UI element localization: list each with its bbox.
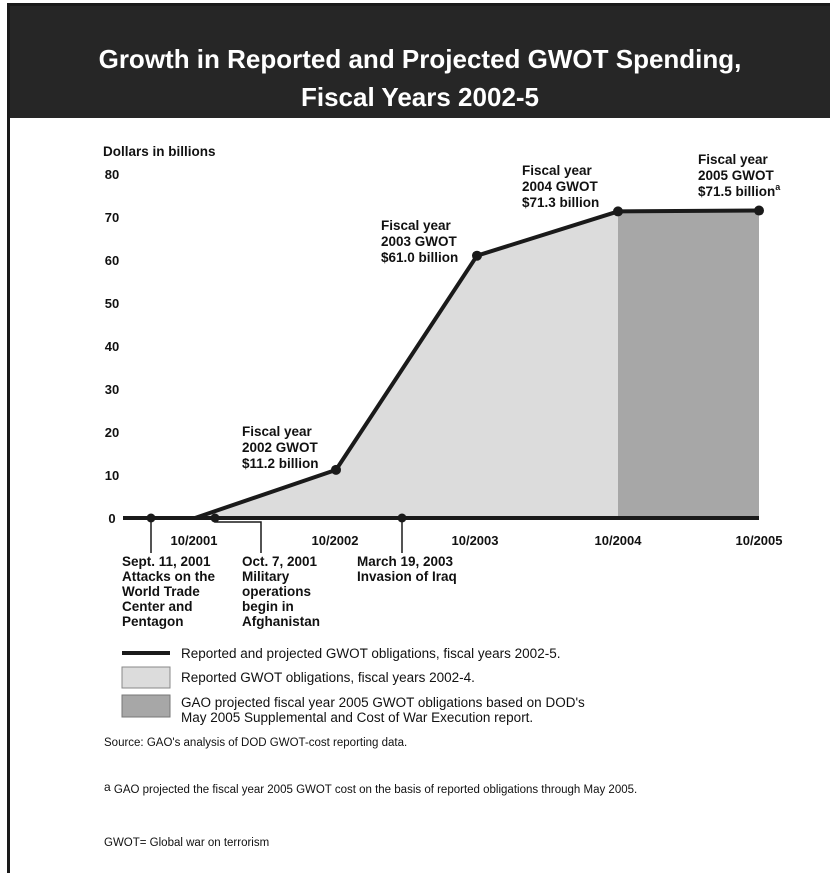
legend-dark-label-line2: May 2005 Supplemental and Cost of War Ex…: [181, 710, 533, 725]
data-label: 2002 GWOT: [242, 440, 319, 455]
data-label: Fiscal year: [381, 218, 452, 233]
y-tick-label: 40: [105, 339, 119, 354]
data-label: Fiscal year: [242, 424, 313, 439]
event-label: Pentagon: [122, 614, 184, 629]
legend-light-label: Reported GWOT obligations, fiscal years …: [181, 670, 475, 685]
footnote-marker: a: [104, 780, 111, 794]
y-axis-label: Dollars in billions: [103, 144, 216, 159]
footnote-marker: a: [775, 182, 781, 192]
data-label: 2004 GWOT: [522, 179, 599, 194]
legend-dark-label-line1: GAO projected fiscal year 2005 GWOT obli…: [181, 695, 585, 710]
y-tick-label: 0: [108, 511, 115, 526]
legend-line-swatch: [122, 651, 170, 655]
x-tick-label: 10/2002: [312, 533, 359, 548]
footnote-body: GAO projected the fiscal year 2005 GWOT …: [111, 784, 638, 796]
data-point: [472, 250, 482, 261]
x-tick-label: 10/2004: [595, 533, 643, 548]
data-label: 2003 GWOT: [381, 234, 458, 249]
legend-light-swatch: [121, 666, 171, 689]
event-label: Invasion of Iraq: [357, 569, 457, 584]
projected-region: [618, 210, 759, 519]
data-label: 2005 GWOT: [698, 168, 775, 183]
data-point: [613, 206, 623, 217]
abbreviation-note: GWOT= Global war on terrorism: [104, 837, 269, 849]
event-label: Oct. 7, 2001: [242, 554, 318, 569]
title-bar: [10, 6, 830, 118]
x-tick-label: 10/2001: [171, 533, 218, 548]
data-label: $61.0 billion: [381, 250, 458, 265]
data-label: $11.2 billion: [242, 456, 319, 471]
x-tick-label: 10/2003: [452, 533, 499, 548]
legend-line-label: Reported and projected GWOT obligations,…: [181, 646, 560, 661]
x-tick-label: 10/2005: [736, 533, 783, 548]
source-note: Source: GAO's analysis of DOD GWOT-cost …: [104, 737, 407, 749]
data-label: $71.3 billion: [522, 195, 599, 210]
event-label: begin in: [242, 599, 294, 614]
y-tick-label: 60: [105, 253, 119, 268]
y-tick-label: 70: [105, 210, 119, 225]
chart-title-line2: Fiscal Years 2002-5: [300, 82, 540, 112]
chart-title-line1: Growth in Reported and Projected GWOT Sp…: [98, 44, 742, 74]
data-point: [331, 464, 341, 475]
event-label: Military: [242, 569, 290, 584]
data-label: Fiscal year: [522, 163, 593, 178]
y-tick-label: 30: [105, 382, 119, 397]
event-leader: [214, 518, 262, 553]
legend-dark-swatch: [121, 694, 171, 718]
y-tick-label: 20: [105, 425, 119, 440]
footnote-text: a GAO projected the fiscal year 2005 GWO…: [104, 780, 637, 796]
data-label: $71.5 billiona: [698, 182, 781, 199]
event-label: operations: [242, 584, 311, 599]
data-point: [754, 205, 764, 216]
y-tick-label: 50: [105, 296, 119, 311]
data-label: Fiscal year: [698, 152, 769, 167]
event-label: Afghanistan: [242, 614, 320, 629]
event-label: Attacks on the: [122, 569, 216, 584]
event-label: Center and: [122, 599, 193, 614]
event-label: World Trade: [122, 584, 200, 599]
event-label: Sept. 11, 2001: [122, 554, 211, 569]
event-label: March 19, 2003: [357, 554, 454, 569]
y-tick-label: 10: [105, 468, 119, 483]
y-tick-label: 80: [105, 167, 119, 182]
figure-frame: [7, 3, 830, 873]
